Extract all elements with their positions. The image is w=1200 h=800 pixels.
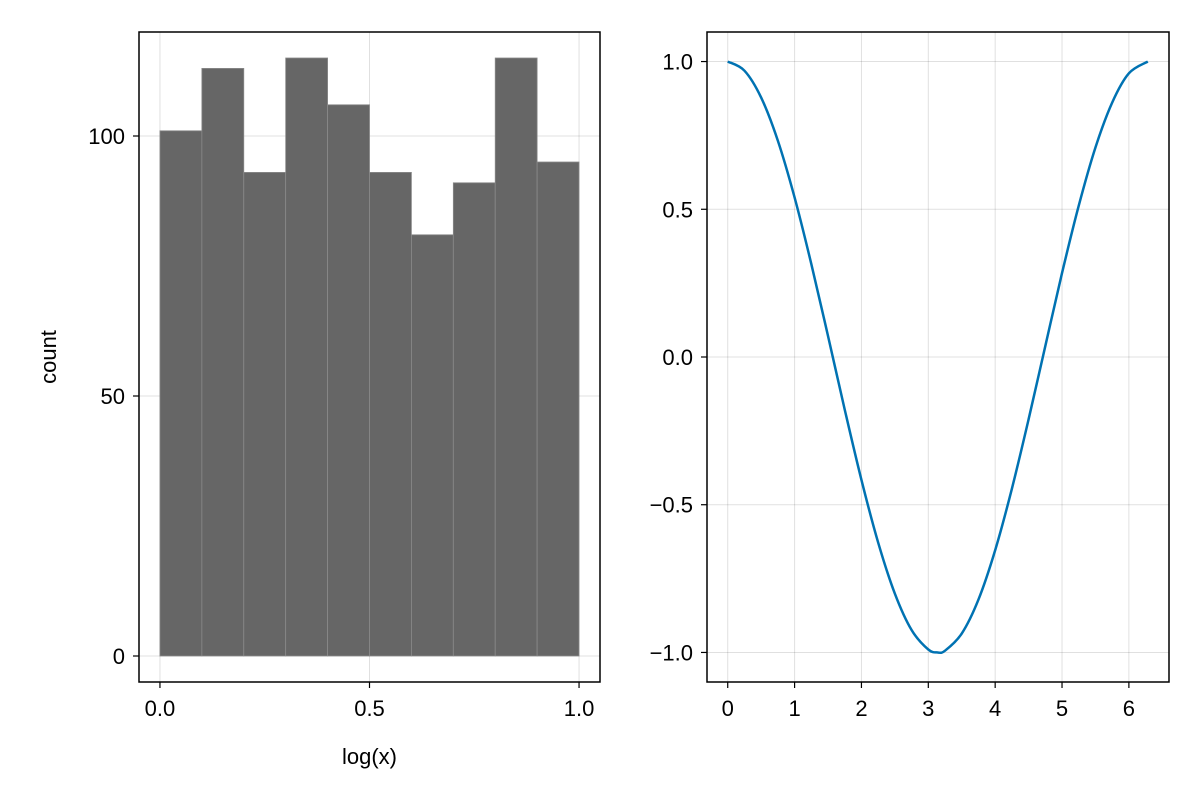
cosine-ticks: 0 1 2 3 4 5 6 −1.0 −0.5 0.0 0.5 1.0 [650,50,1135,721]
cosine-xtick-label: 5 [1056,696,1068,721]
histogram-bar [159,130,203,657]
histogram-xtick-label: 1.0 [564,696,595,721]
histogram-bar [201,68,245,657]
cosine-ytick-label: 0.0 [662,345,693,370]
histogram-bar [327,104,370,657]
cosine-xtick-label: 3 [922,696,934,721]
histogram-xlabel: log(x) [342,744,397,769]
cosine-xtick-label: 0 [722,696,734,721]
histogram-bar [536,161,580,657]
histogram-ytick-label: 100 [88,124,125,149]
cosine-ytick-label: 0.5 [662,197,693,222]
cosine-ytick-label: −0.5 [650,493,693,518]
cosine-grid [707,32,1169,682]
cosine-line [727,60,1149,655]
cosine-xtick-label: 1 [788,696,800,721]
histogram-ticks: 0.0 0.5 1.0 0 50 100 [88,124,594,721]
histogram-ytick-label: 50 [101,384,125,409]
histogram-ylabel: count [36,330,61,384]
histogram-xtick-label: 0.0 [145,696,176,721]
cosine-xtick-label: 4 [989,696,1001,721]
cosine-ytick-label: 1.0 [662,50,693,75]
histogram-bar [285,57,328,657]
histogram-bar [411,234,454,657]
histogram-xtick-label: 0.5 [354,696,385,721]
histogram-bar [369,171,412,657]
cosine-ytick-label: −1.0 [650,640,693,665]
histogram-ytick-label: 0 [113,644,125,669]
histogram-bars [159,57,580,657]
cosine-xtick-label: 2 [855,696,867,721]
histogram-bar [452,182,496,657]
histogram-panel: 0.0 0.5 1.0 0 50 100 log(x) count [36,31,601,769]
histogram-bar [494,57,538,657]
histogram-bar [243,171,287,657]
cosine-xtick-label: 6 [1123,696,1135,721]
cosine-panel: 0 1 2 3 4 5 6 −1.0 −0.5 0.0 0.5 1.0 [650,31,1170,721]
